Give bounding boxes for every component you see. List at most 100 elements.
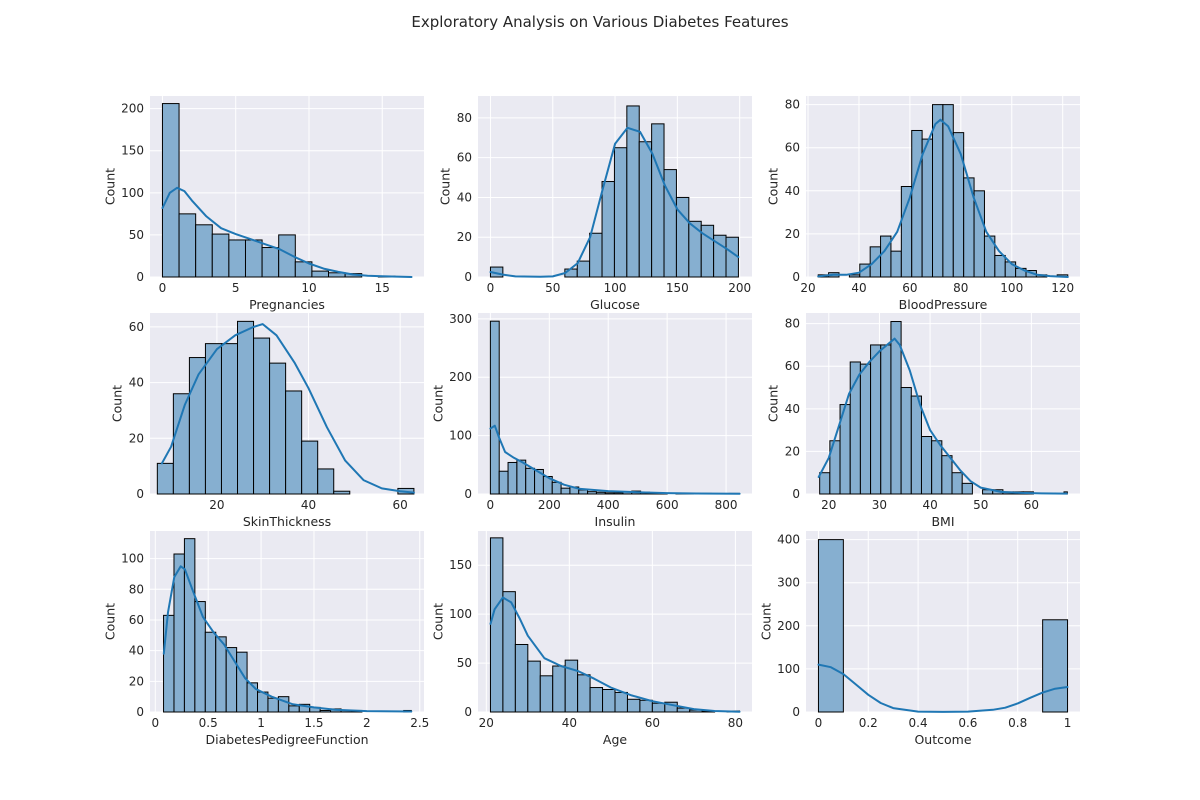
histogram-bar [1042, 619, 1069, 713]
x-tick-label: 20 [800, 281, 815, 295]
y-tick-label: 200 [121, 102, 144, 116]
histogram-bar [204, 631, 217, 713]
x-tick-label: 20 [821, 498, 836, 512]
histogram-bar [277, 696, 290, 713]
subplot-outcome: 0 0.2 0.4 0.6 0.8 1 0 100 200 300 400 Outcome Count [758, 531, 1080, 747]
x-tick-label: 50 [545, 281, 560, 295]
histogram-bar [920, 436, 933, 495]
x-tick-label: 1 [1064, 716, 1072, 730]
histogram-bar [514, 643, 529, 713]
y-axis-label: Count [430, 603, 445, 640]
histogram-bar [516, 459, 527, 495]
y-axis-label: Count [766, 385, 781, 422]
x-tick-label: 400 [597, 498, 620, 512]
y-axis-label: Count [438, 168, 453, 205]
histogram-bar [204, 343, 222, 495]
x-tick-label: 2.5 [410, 716, 429, 730]
histogram-bar [319, 709, 332, 713]
histogram-bar [952, 132, 965, 278]
histogram-bar [595, 491, 606, 495]
histogram-bar [910, 395, 922, 495]
histogram-bar [942, 104, 954, 278]
y-tick-label: 300 [449, 312, 472, 326]
y-tick-label: 40 [785, 184, 800, 198]
bars [817, 104, 1069, 278]
histogram-bar [932, 104, 944, 278]
histogram-bar [576, 260, 591, 278]
y-axis-label: Count [110, 385, 125, 422]
x-tick-label: 40 [301, 498, 316, 512]
y-tick-label: 80 [785, 98, 800, 112]
histogram-bar [317, 468, 335, 495]
histogram-bar [651, 123, 665, 278]
bars [163, 538, 412, 713]
histogram-bar [236, 651, 248, 713]
histogram-bar [589, 687, 604, 713]
y-tick-label: 20 [129, 431, 144, 445]
x-tick-label: 60 [645, 716, 660, 730]
histogram-bar [560, 487, 571, 495]
histogram-bar [973, 190, 985, 278]
histogram-bar [725, 236, 739, 278]
x-tick-label: 0.4 [909, 716, 928, 730]
x-axis-label: Outcome [914, 732, 971, 747]
y-tick-label: 0 [792, 270, 800, 284]
x-tick-label: 2 [363, 716, 371, 730]
y-axis-label: Count [766, 168, 781, 205]
y-tick-label: 0 [136, 705, 144, 719]
y-tick-label: 100 [449, 429, 472, 443]
x-tick-label: 0.8 [1008, 716, 1027, 730]
kde-line [817, 118, 1069, 278]
x-tick-label: 20 [479, 716, 494, 730]
x-tick-label: 50 [973, 498, 988, 512]
histogram-bar [246, 682, 259, 713]
x-tick-label: 200 [728, 281, 751, 295]
x-tick-label: 0 [151, 716, 159, 730]
x-tick-label: 120 [1051, 281, 1074, 295]
x-tick-label: 40 [851, 281, 866, 295]
x-tick-label: 150 [666, 281, 689, 295]
kde-line [489, 596, 741, 713]
x-axis-label: Insulin [595, 514, 636, 529]
histogram-bar [507, 461, 518, 495]
kde-line [489, 424, 741, 495]
y-axis-label: Count [758, 603, 773, 640]
x-tick-label: 20 [209, 498, 224, 512]
histogram-bar [244, 239, 263, 278]
histogram-bar [626, 698, 641, 713]
y-tick-label: 80 [457, 111, 472, 125]
histogram-bar [301, 440, 319, 495]
histogram-bar [613, 492, 624, 495]
y-tick-label: 100 [449, 607, 472, 621]
histogram-bar [525, 467, 536, 495]
histogram-bar [613, 147, 628, 278]
y-tick-label: 80 [129, 582, 144, 596]
histogram-bar [156, 462, 174, 495]
y-tick-label: 0 [136, 270, 144, 284]
y-tick-label: 20 [785, 444, 800, 458]
y-tick-label: 60 [457, 151, 472, 165]
x-tick-label: 0 [487, 281, 495, 295]
bars [161, 103, 396, 278]
histogram-bar [183, 538, 196, 713]
y-tick-label: 0 [792, 705, 800, 719]
y-tick-label: 0 [136, 487, 144, 501]
subplot-age: 20 40 60 80 0 50 100 150 Age Count [430, 531, 752, 747]
y-tick-label: 40 [457, 190, 472, 204]
histogram-bar [651, 702, 666, 713]
histogram-bar [211, 233, 230, 278]
histogram-bar [527, 660, 541, 713]
y-tick-label: 0 [464, 487, 472, 501]
histogram-bar [589, 232, 603, 278]
y-tick-label: 150 [121, 144, 144, 158]
bars [156, 320, 415, 495]
x-tick-label: 100 [604, 281, 627, 295]
kde-line [161, 186, 413, 278]
histogram-bar [911, 129, 923, 278]
kde-line [160, 323, 415, 494]
x-axis-label: Pregnancies [249, 297, 325, 312]
histogram-bar [502, 591, 516, 713]
histogram-bar [951, 472, 963, 495]
y-tick-label: 100 [777, 662, 800, 676]
